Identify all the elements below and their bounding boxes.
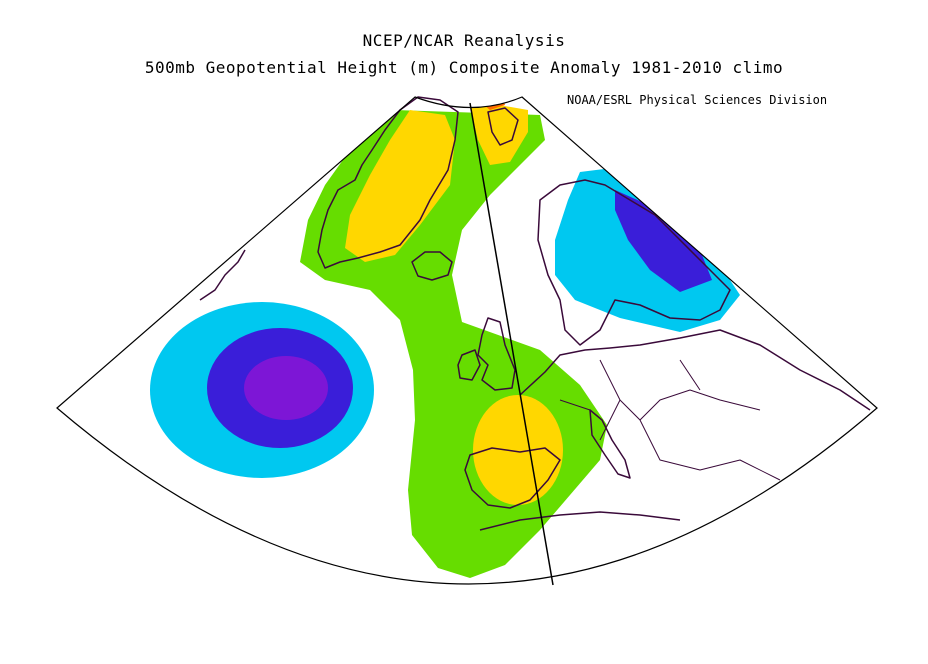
chart-subtitle: 500mb Geopotential Height (m) Composite … (144, 58, 784, 77)
ireland-coast (457, 349, 481, 381)
europe-coast (519, 329, 871, 411)
coastlines (199, 96, 871, 531)
italy-coast (589, 409, 631, 479)
negative-anomaly-center-atlantic (244, 356, 328, 420)
positive-anomaly-greenland (345, 110, 455, 262)
meridian-line (469, 102, 554, 586)
credit-text: NOAA/ESRL Physical Sciences Division (567, 93, 828, 107)
north-africa-coast (479, 511, 681, 531)
greenland-coast (317, 96, 459, 269)
anomaly-fields (150, 97, 740, 578)
chart-title: NCEP/NCAR Reanalysis (362, 31, 566, 50)
negative-anomaly-scandinavia (615, 190, 712, 292)
iceland-coast (411, 251, 453, 281)
svalbard-coast (487, 107, 519, 146)
labrador-coast (199, 249, 246, 301)
map-frame (56, 96, 878, 585)
uk-coast (477, 317, 516, 391)
iberia-coast (464, 447, 561, 509)
positive-anomaly-iberia (473, 395, 563, 505)
scandinavia-coast (537, 179, 731, 346)
country-borders (559, 359, 781, 481)
